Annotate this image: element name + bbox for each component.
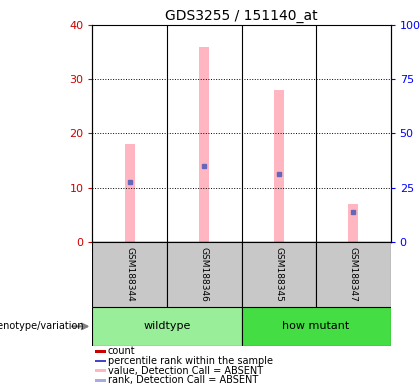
Text: how mutant: how mutant: [282, 321, 350, 331]
Text: GSM188344: GSM188344: [125, 247, 134, 302]
Text: rank, Detection Call = ABSENT: rank, Detection Call = ABSENT: [108, 375, 258, 384]
Bar: [92, 242, 167, 307]
Bar: [349, 204, 358, 242]
Text: genotype/variation: genotype/variation: [0, 321, 84, 331]
Bar: [95, 359, 106, 362]
Bar: [95, 350, 106, 353]
Title: GDS3255 / 151140_at: GDS3255 / 151140_at: [165, 8, 318, 23]
Text: wildtype: wildtype: [143, 321, 191, 331]
Bar: [241, 242, 316, 307]
Text: value, Detection Call = ABSENT: value, Detection Call = ABSENT: [108, 366, 263, 376]
Bar: [274, 90, 284, 242]
Text: percentile rank within the sample: percentile rank within the sample: [108, 356, 273, 366]
Text: GSM188345: GSM188345: [274, 247, 283, 302]
Text: GSM188347: GSM188347: [349, 247, 358, 302]
Text: GSM188346: GSM188346: [200, 247, 209, 302]
Bar: [316, 242, 391, 307]
Bar: [95, 369, 106, 372]
Bar: [167, 242, 241, 307]
Bar: [200, 46, 209, 242]
Bar: [125, 144, 134, 242]
Bar: [95, 379, 106, 382]
Text: count: count: [108, 346, 136, 356]
Bar: [92, 307, 242, 346]
Bar: [241, 307, 391, 346]
